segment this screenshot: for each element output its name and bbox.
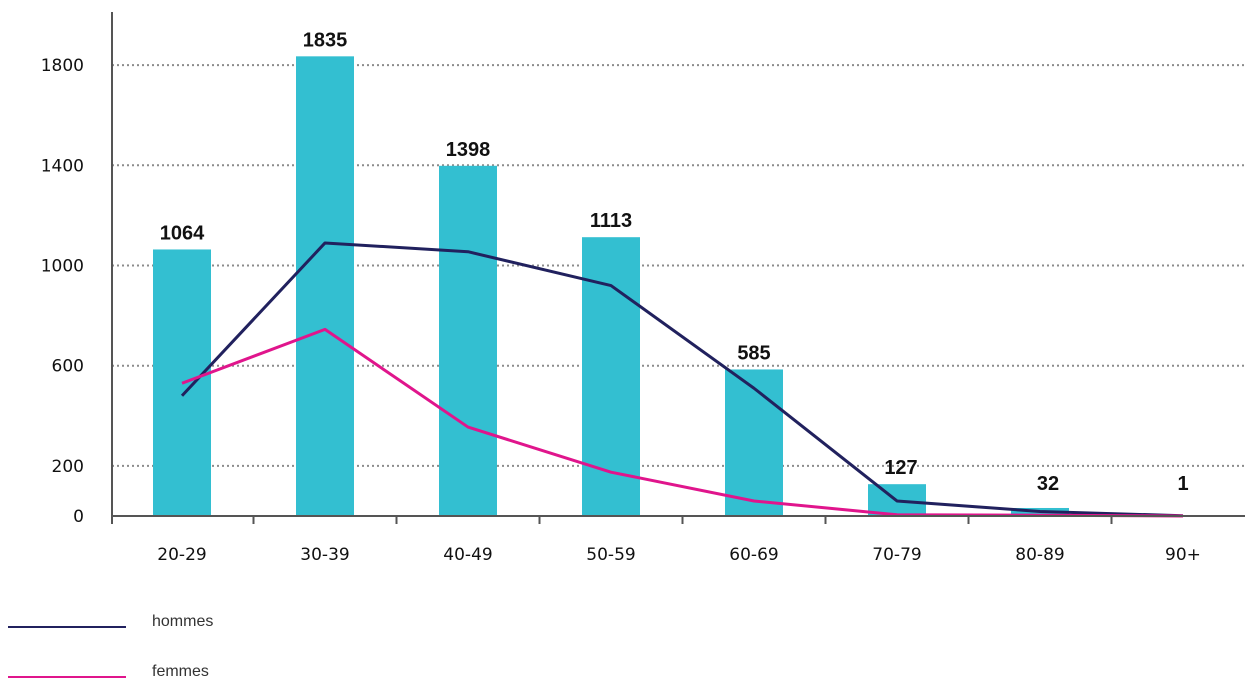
- labels: 0 200 600 1000 1400 1800 20-29 30-39 40-49 50-59 6…: [41, 29, 1201, 565]
- legend-label-hommes: hommes: [152, 613, 213, 630]
- x-tick-label: 60-69: [729, 545, 778, 565]
- x-tick-label: 90+: [1165, 545, 1201, 565]
- y-tick-label: 0: [73, 507, 84, 527]
- data-label: 1835: [303, 29, 348, 51]
- bar: [725, 369, 783, 516]
- legend: hommes femmes: [8, 613, 213, 680]
- data-label: 1: [1177, 473, 1188, 495]
- data-label: 32: [1037, 473, 1059, 495]
- series-line-hommes: [180, 241, 1184, 518]
- bars: [153, 56, 1212, 517]
- data-label: 1398: [446, 139, 491, 161]
- data-label: 1113: [590, 210, 632, 232]
- data-label: 585: [737, 342, 770, 364]
- x-tick-label: 80-89: [1015, 545, 1064, 565]
- gridlines: [112, 64, 1245, 467]
- bar: [296, 56, 354, 517]
- data-label: 127: [884, 457, 917, 479]
- y-tick-label: 200: [52, 457, 84, 477]
- legend-label-femmes: femmes: [152, 663, 209, 680]
- y-tick-label: 600: [52, 357, 84, 377]
- x-tick-label: 70-79: [872, 545, 921, 565]
- axes: [111, 12, 1245, 524]
- bar: [439, 165, 497, 516]
- x-tick-label: 50-59: [586, 545, 635, 565]
- x-tick-label: 20-29: [157, 545, 206, 565]
- y-tick-label: 1800: [41, 56, 84, 76]
- y-tick-label: 1400: [41, 156, 84, 176]
- x-tick-label: 40-49: [443, 545, 492, 565]
- x-tick-label: 30-39: [300, 545, 349, 565]
- y-tick-label: 1000: [41, 257, 84, 277]
- data-label: 1064: [160, 222, 205, 244]
- bar: [582, 237, 640, 517]
